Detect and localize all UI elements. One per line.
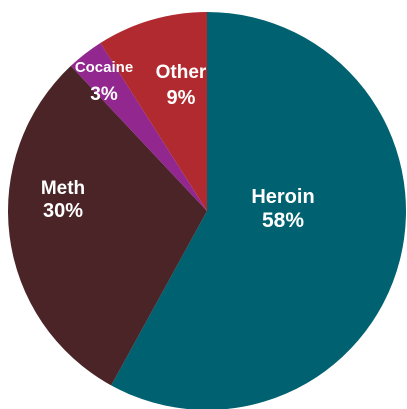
slice-label-other: Other: [156, 62, 207, 83]
slice-label-cocaine: Cocaine: [75, 59, 133, 76]
slice-value-meth: 30%: [43, 200, 83, 222]
pie-slices: [7, 12, 406, 409]
slice-heroin: [111, 12, 406, 409]
slice-other: [100, 12, 207, 211]
slice-value-heroin: 58%: [262, 209, 304, 232]
slice-value-other: 9%: [167, 87, 196, 109]
slice-meth: [7, 65, 207, 386]
slice-label-heroin: Heroin: [251, 186, 314, 208]
slice-cocaine: [70, 42, 208, 211]
slice-value-cocaine: 3%: [90, 84, 118, 105]
slice-label-meth: Meth: [41, 178, 85, 199]
